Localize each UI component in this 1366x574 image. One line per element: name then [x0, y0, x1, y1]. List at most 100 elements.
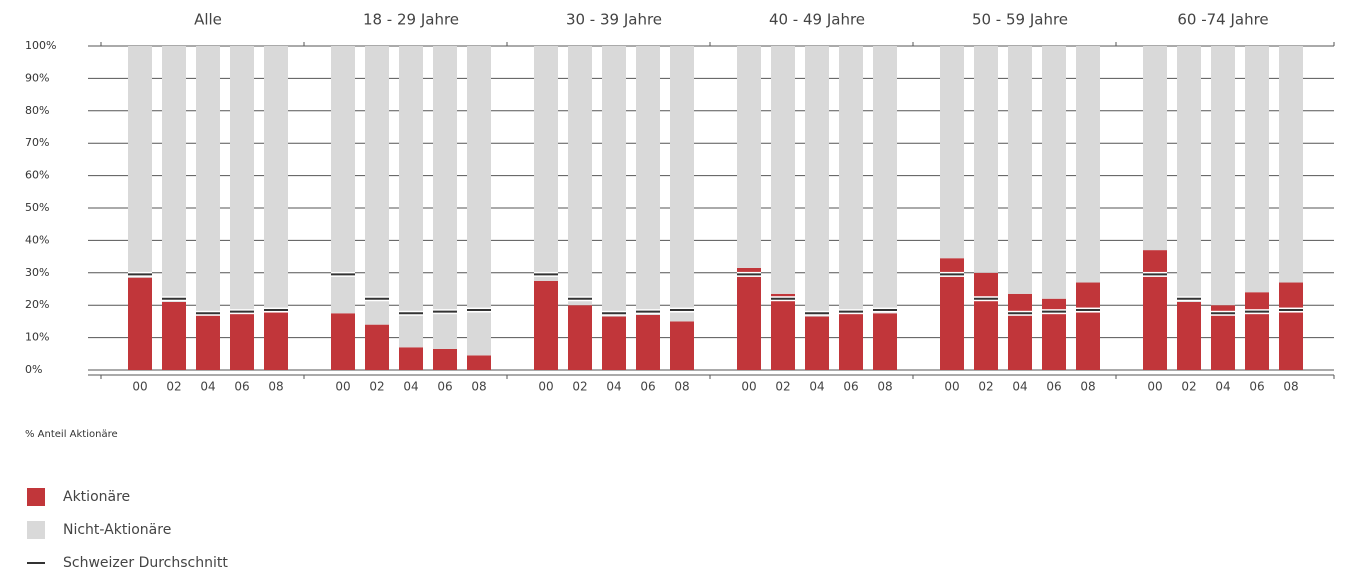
x-tick-label: 06	[843, 380, 858, 394]
bar-segment	[365, 46, 389, 325]
bar-segment	[805, 46, 829, 317]
bar-segment	[1245, 46, 1269, 293]
y-tick-label: 10%	[25, 331, 49, 344]
bar-segment	[264, 311, 288, 370]
bar-segment	[1143, 46, 1167, 251]
bar-segment	[128, 277, 152, 370]
x-tick-label: 00	[944, 380, 959, 394]
bar-segment	[974, 272, 998, 370]
x-tick-label: 02	[1181, 380, 1196, 394]
y-tick-label: 90%	[25, 71, 49, 84]
x-tick-label: 02	[166, 380, 181, 394]
group-label: 50 - 59 Jahre	[972, 11, 1068, 29]
x-tick-label: 08	[1080, 380, 1095, 394]
bar-segment	[1177, 301, 1201, 370]
bar-segment	[534, 46, 558, 281]
x-tick-label: 06	[1249, 380, 1264, 394]
x-tick-label: 06	[234, 380, 249, 394]
y-tick-label: 60%	[25, 169, 49, 182]
bar-segment	[1245, 292, 1269, 370]
y-tick-label: 0%	[25, 363, 42, 376]
bar-segment	[737, 46, 761, 268]
x-tick-label: 02	[775, 380, 790, 394]
bar-segment	[974, 46, 998, 273]
bar-segment	[264, 46, 288, 312]
bar-segment	[670, 321, 694, 370]
x-tick-label: 04	[1215, 380, 1230, 394]
bar-segment	[873, 313, 897, 370]
bar-segment	[230, 313, 254, 370]
bar-segment	[1177, 46, 1201, 302]
bar-segment	[737, 267, 761, 370]
legend-label: Aktionäre	[63, 489, 130, 505]
bar-segment	[636, 314, 660, 370]
bar-segment	[771, 46, 795, 294]
y-tick-label: 80%	[25, 104, 49, 117]
x-tick-label: 02	[572, 380, 587, 394]
bar-segment	[602, 316, 626, 370]
x-tick-label: 02	[369, 380, 384, 394]
y-tick-label: 50%	[25, 201, 49, 214]
bar-segment	[805, 316, 829, 370]
y-tick-label: 30%	[25, 266, 49, 279]
x-tick-label: 00	[1147, 380, 1162, 394]
y-axis-label: % Anteil Aktionäre	[25, 429, 118, 440]
group-label: 60 -74 Jahre	[1177, 11, 1268, 29]
x-tick-label: 04	[403, 380, 418, 394]
x-tick-label: 08	[674, 380, 689, 394]
bar-segment	[1211, 46, 1235, 306]
group-label: 30 - 39 Jahre	[566, 11, 662, 29]
legend-label: Nicht-Aktionäre	[63, 522, 171, 538]
y-tick-label: 100%	[25, 39, 56, 52]
x-tick-label: 00	[335, 380, 350, 394]
x-tick-label: 06	[437, 380, 452, 394]
bar-segment	[839, 46, 863, 312]
bar-segment	[771, 293, 795, 370]
bar-segment	[873, 46, 897, 314]
bar-segment	[399, 46, 423, 348]
bar-segment	[839, 311, 863, 370]
bar-segment	[365, 324, 389, 370]
y-tick-label: 40%	[25, 233, 49, 246]
bar-segment	[940, 46, 964, 259]
x-tick-label: 00	[741, 380, 756, 394]
x-tick-label: 04	[809, 380, 824, 394]
bar-segment	[1279, 46, 1303, 283]
y-tick-label: 20%	[25, 298, 49, 311]
bar-segment	[568, 46, 592, 306]
x-tick-label: 08	[268, 380, 283, 394]
bar-segment	[196, 314, 220, 370]
bar-segment	[1076, 282, 1100, 370]
bar-segment	[162, 46, 186, 302]
group-label: Alle	[194, 11, 222, 29]
bar-segment	[467, 46, 491, 356]
x-tick-label: 04	[1012, 380, 1027, 394]
group-label: 40 - 49 Jahre	[769, 11, 865, 29]
bar-segment	[128, 46, 152, 278]
x-tick-label: 02	[978, 380, 993, 394]
bar-segment	[1076, 46, 1100, 283]
y-tick-label: 70%	[25, 136, 49, 149]
bar-segment	[1143, 250, 1167, 370]
x-tick-label: 06	[640, 380, 655, 394]
bar-segment	[467, 355, 491, 370]
legend-swatch	[27, 521, 45, 539]
x-tick-label: 08	[877, 380, 892, 394]
bar-segment	[196, 46, 220, 315]
x-tick-label: 04	[606, 380, 621, 394]
bar-segment	[1042, 46, 1066, 299]
bar-segment	[1211, 305, 1235, 370]
bar-segment	[433, 46, 457, 349]
bar-segment	[1008, 293, 1032, 370]
bar-segment	[399, 347, 423, 370]
bar-segment	[162, 301, 186, 370]
x-tick-label: 00	[538, 380, 553, 394]
legend-label: Schweizer Durchschnitt	[63, 555, 228, 571]
x-tick-label: 08	[1283, 380, 1298, 394]
group-label: 18 - 29 Jahre	[363, 11, 459, 29]
bar-segment	[1008, 46, 1032, 294]
bar-segment	[534, 280, 558, 370]
bar-segment	[433, 348, 457, 370]
bar-segment	[1279, 282, 1303, 370]
